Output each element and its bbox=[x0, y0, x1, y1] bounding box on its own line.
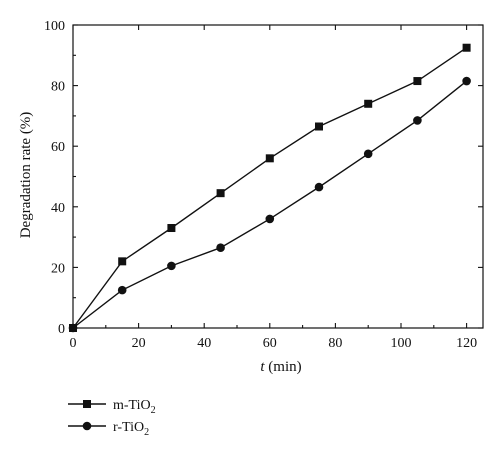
x-tick-label: 80 bbox=[328, 336, 342, 351]
ticks: 0 20 40 60 80 100 120 0 20 40 60 80 100 bbox=[44, 19, 483, 351]
x-tick-label: 0 bbox=[70, 336, 77, 351]
x-axis-title-variable: t bbox=[260, 359, 265, 375]
data-point bbox=[216, 243, 225, 253]
data-point bbox=[462, 76, 471, 86]
data-point bbox=[413, 116, 422, 125]
data-point bbox=[364, 99, 373, 108]
y-tick-label: 0 bbox=[58, 322, 65, 337]
x-tick-label: 100 bbox=[391, 336, 412, 351]
data-point bbox=[167, 261, 176, 271]
legend-item: r-TiO2 bbox=[68, 420, 149, 438]
legend-item: m-TiO2 bbox=[68, 398, 156, 416]
data-point bbox=[413, 77, 422, 86]
data-point bbox=[315, 122, 323, 131]
series bbox=[68, 43, 471, 333]
x-tick-label: 20 bbox=[132, 336, 146, 351]
y-axis-title: Degradation rate (%) bbox=[18, 112, 34, 239]
data-point bbox=[68, 323, 78, 333]
x-tick-label: 40 bbox=[197, 336, 211, 351]
y-tick-label: 100 bbox=[44, 19, 65, 34]
series-circle bbox=[68, 76, 471, 333]
data-point bbox=[265, 214, 275, 224]
data-point bbox=[118, 257, 127, 266]
axes bbox=[72, 24, 484, 329]
data-point bbox=[216, 189, 225, 198]
y-tick-label: 80 bbox=[51, 80, 65, 95]
data-point bbox=[167, 224, 176, 233]
legend-label: r-TiO2 bbox=[113, 420, 149, 438]
plot-frame bbox=[72, 24, 484, 329]
data-point bbox=[117, 285, 127, 295]
data-point bbox=[314, 182, 324, 192]
series-line bbox=[72, 80, 468, 329]
x-axis-title: t (min) bbox=[260, 359, 301, 375]
series-square bbox=[69, 43, 471, 332]
data-point bbox=[462, 43, 471, 52]
y-tick-label: 60 bbox=[51, 140, 65, 155]
data-point bbox=[265, 154, 274, 163]
legend-label: m-TiO2 bbox=[113, 398, 156, 416]
legend: m-TiO2 r-TiO2 bbox=[68, 398, 156, 438]
legend-marker bbox=[82, 421, 92, 431]
y-tick-label: 40 bbox=[51, 201, 65, 216]
x-tick-label: 60 bbox=[263, 336, 277, 351]
x-axis-title-unit: (min) bbox=[265, 359, 302, 375]
y-tick-label: 20 bbox=[51, 261, 65, 276]
legend-marker bbox=[83, 400, 91, 408]
data-point bbox=[363, 149, 373, 159]
x-tick-label: 120 bbox=[456, 336, 477, 351]
